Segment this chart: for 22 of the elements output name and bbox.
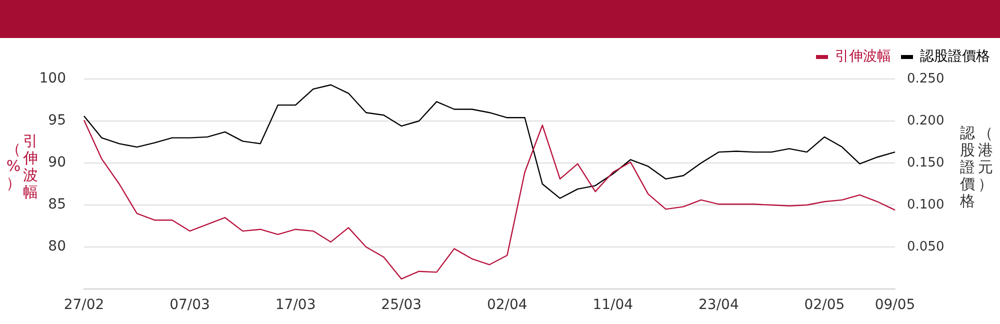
y-tick-label: 90 (48, 154, 66, 171)
text: 認股證價格（港元） (960, 124, 993, 210)
legend-label: 引伸波幅 (835, 48, 891, 65)
y-tick-label: 80 (48, 238, 66, 255)
y2-tick-label: 0.050 (907, 239, 944, 254)
y-tick-label: 95 (48, 112, 66, 129)
y-tick-label: 100 (39, 70, 66, 87)
x-tick-label: 17/03 (275, 297, 316, 314)
y2-tick-label: 0.200 (907, 113, 944, 128)
y2-tick-label: 0.150 (907, 155, 944, 170)
x-tick-label: 23/04 (698, 297, 739, 314)
x-tick-label: 25/03 (381, 297, 422, 314)
x-tick-label: 09/05 (874, 297, 916, 314)
y2-tick-label: 0.100 (907, 197, 944, 212)
x-tick-label: 07/03 (170, 297, 210, 314)
x-tick-label: 27/02 (64, 297, 104, 314)
x-tick-label: 02/05 (804, 297, 845, 314)
legend-label: 認股證價格 (920, 48, 990, 65)
x-tick-label: 11/04 (592, 297, 634, 314)
y-tick-label: 85 (48, 196, 66, 213)
x-tick-label: 02/04 (486, 297, 528, 314)
y2-tick-label: 0.250 (907, 71, 944, 86)
